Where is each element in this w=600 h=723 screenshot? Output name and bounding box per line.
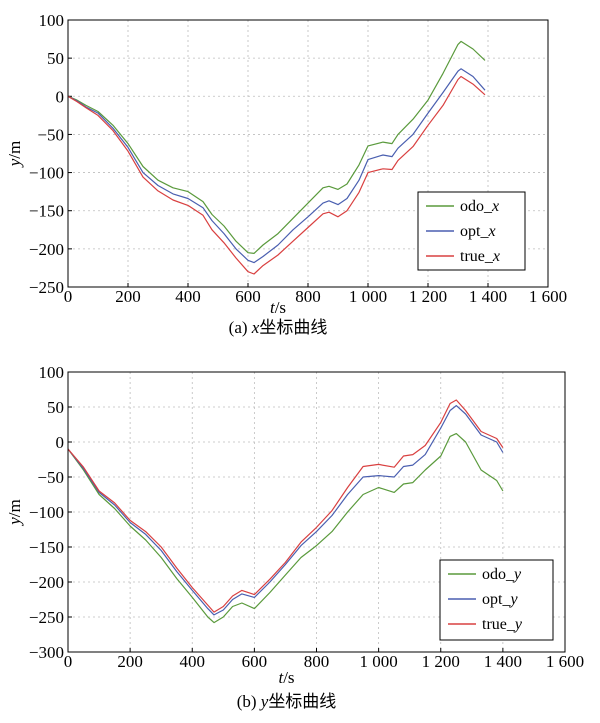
chart-panel-a: 0 200 400 600 800 1 000 1 200 1 400 1 600100500−… [5,11,567,337]
legend-label-opt-x: opt_x [460,223,496,240]
x-tick-label: 800 [304,652,330,671]
x-axis-label: t/s [278,668,294,687]
legend-box [417,191,526,271]
y-tick-label: 100 [39,11,65,30]
y-tick-label: −100 [29,503,64,522]
x-tick-label: 200 [115,287,141,306]
legend-label-true-x: true_x [460,248,500,265]
legend-label-true-y: true_y [482,616,523,633]
x-tick-label: 800 [295,287,321,306]
x-axis-label: t/s [270,298,286,317]
x-tick-label: 1 200 [422,652,460,671]
series-line-true-y [67,399,504,613]
y-axis-label: y/m [5,499,24,527]
y-tick-label: −150 [29,538,64,557]
x-tick-label: 600 [235,287,261,306]
x-tick-label: 1 600 [529,287,567,306]
y-axis-label: y/m [5,141,24,169]
y-tick-label: −300 [29,643,64,662]
y-tick-label: −200 [29,573,64,592]
x-tick-label: 1 200 [409,287,447,306]
series-line-opt-x [67,68,486,264]
series-line-true-x [67,75,486,275]
series-line-opt-y [67,405,504,616]
legend-label-odo-y: odo_y [482,566,522,583]
plot-frame [67,371,566,653]
y-tick-label: −200 [29,240,64,259]
x-tick-label: 1 000 [349,287,387,306]
y-tick-label: −250 [29,278,64,297]
x-tick-label: 1 600 [546,652,584,671]
y-tick-label: 50 [47,398,64,417]
y-tick-label: 0 [56,433,65,452]
y-tick-label: 100 [39,363,65,382]
plot-frame [67,19,549,288]
series-line-odo-y [67,433,504,624]
legend: odo_x opt_x true_x [417,191,526,271]
y-tick-label: 0 [56,87,65,106]
figure-caption: (a) x坐标曲线 [229,318,328,337]
x-tick-label: 200 [117,652,143,671]
figure-caption: (b) y坐标曲线 [237,692,337,711]
y-tick-label: −50 [37,125,64,144]
x-tick-label: 0 [64,287,73,306]
series-line-odo-x [67,40,486,254]
y-tick-label: −50 [37,468,64,487]
x-tick-label: 600 [242,652,268,671]
x-tick-label: 1 400 [469,287,507,306]
x-tick-label: 1 000 [360,652,398,671]
y-tick-label: −100 [29,164,64,183]
y-tick-label: −150 [29,202,64,221]
legend: odo_y opt_y true_y [439,559,554,641]
y-tick-label: 50 [47,49,64,68]
legend-label-odo-x: odo_x [460,198,499,215]
x-tick-label: 1 400 [484,652,522,671]
x-tick-label: 400 [175,287,201,306]
y-tick-label: −250 [29,608,64,627]
x-tick-label: 400 [180,652,206,671]
chart-panel-b: 0 200 400 600 800 1 000 1 200 1 400 1 600100500−… [5,363,584,711]
x-tick-label: 0 [64,652,73,671]
legend-label-opt-y: opt_y [482,591,518,608]
